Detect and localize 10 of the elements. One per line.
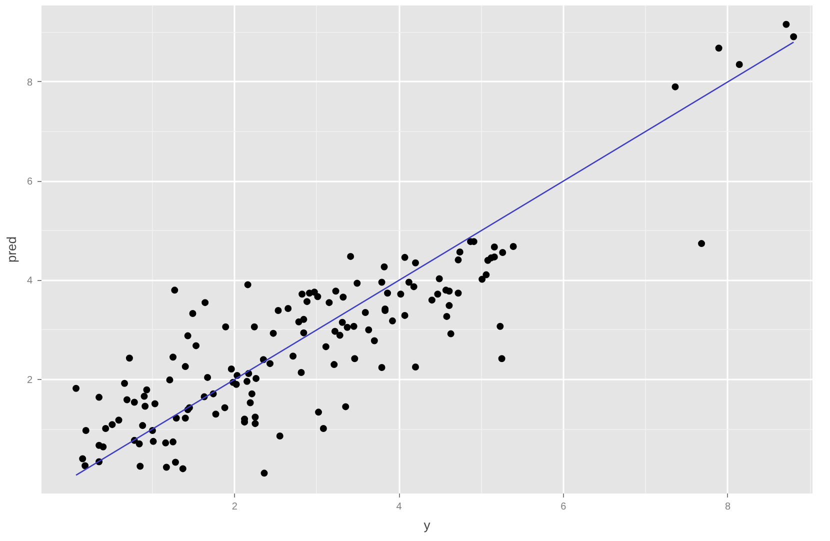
x-tick-label: 4 bbox=[396, 502, 402, 512]
y-axis-title: pred bbox=[4, 236, 19, 263]
y-tick-label: 4 bbox=[26, 276, 33, 287]
x-tick-label: 8 bbox=[725, 502, 732, 512]
y-tick-label: 6 bbox=[26, 176, 33, 188]
x-tick-label: 6 bbox=[560, 502, 567, 512]
y-tick-label: 8 bbox=[26, 77, 33, 88]
x-tick-label: 2 bbox=[232, 502, 238, 512]
y-tick-label: 2 bbox=[26, 374, 33, 386]
x-axis-title: y bbox=[424, 518, 431, 532]
